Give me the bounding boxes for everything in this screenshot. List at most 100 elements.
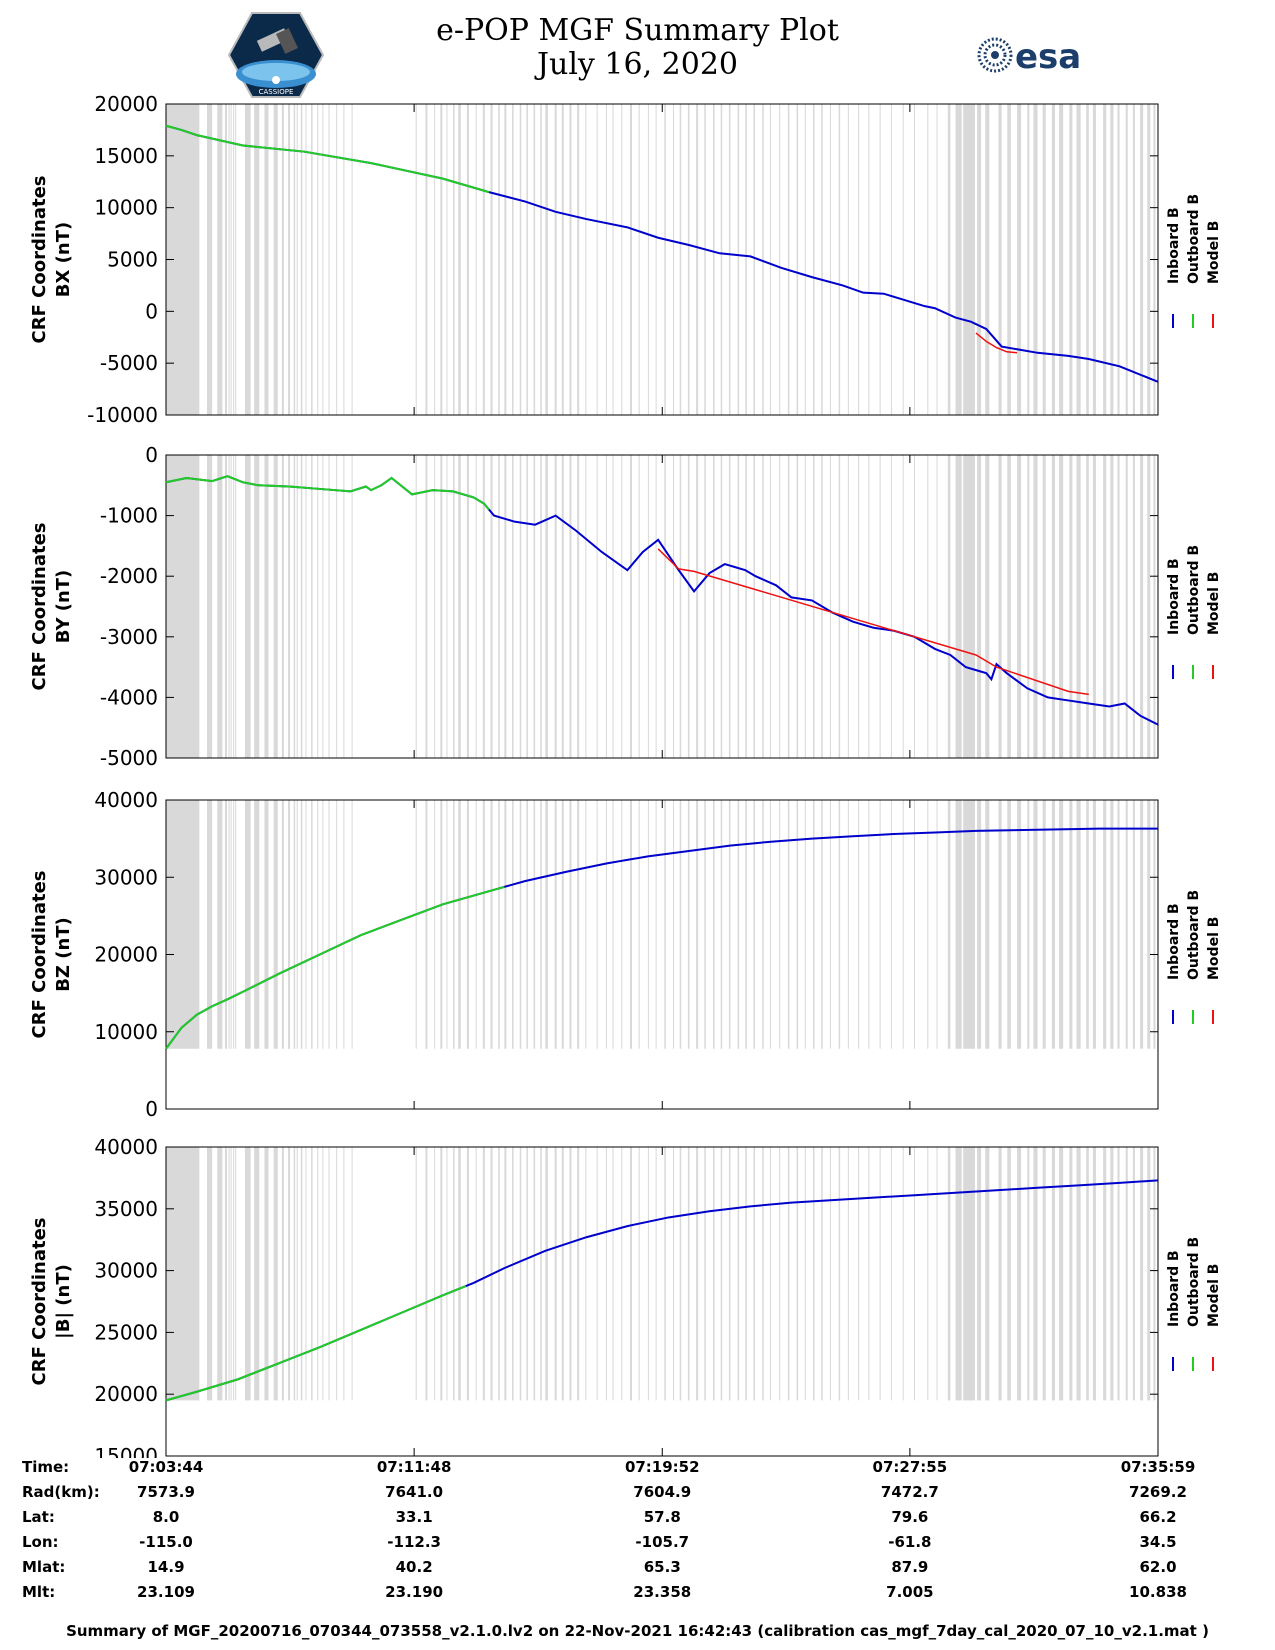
data-gap-band <box>605 800 607 1049</box>
data-gap-band <box>796 1147 799 1401</box>
data-gap-band <box>1110 455 1114 758</box>
data-gap-band <box>577 1147 580 1401</box>
data-gap-band <box>1033 800 1038 1049</box>
data-gap-band <box>281 1147 284 1401</box>
data-gap-band <box>446 1147 448 1401</box>
info-cell: -61.8 <box>888 1533 932 1551</box>
data-gap-band <box>621 800 623 1049</box>
data-gap-band <box>207 104 213 415</box>
data-gap-band <box>1117 1147 1120 1401</box>
info-cell: 57.8 <box>643 1508 681 1526</box>
data-gap-band <box>466 455 469 758</box>
data-gap-band <box>577 800 580 1049</box>
data-gap-band <box>985 104 990 415</box>
data-gap-band <box>787 800 790 1049</box>
cassiope-logo: CASSIOPE <box>228 12 324 98</box>
y-tick-label: 35000 <box>94 1197 158 1221</box>
data-gap-band <box>554 455 557 758</box>
data-gap-band <box>812 1147 815 1401</box>
data-gap-band <box>512 104 514 415</box>
info-cell: 7573.9 <box>137 1483 195 1501</box>
data-gap-band <box>998 1147 1002 1401</box>
title-line-1: e-POP MGF Summary Plot <box>436 13 839 48</box>
data-gap-band <box>704 104 706 415</box>
data-gap-band <box>288 455 291 758</box>
data-gap-band <box>425 455 428 758</box>
data-gap-band <box>526 1147 528 1401</box>
y-tick-label: -5000 <box>100 746 158 770</box>
data-gap-band <box>498 800 500 1049</box>
data-gap-band <box>879 455 881 758</box>
data-gap-band <box>440 1147 443 1401</box>
data-gap-band <box>713 455 715 758</box>
data-gap-band <box>296 1147 298 1401</box>
data-gap-band <box>1042 104 1046 415</box>
data-gap-band <box>498 104 500 415</box>
data-gap-band <box>504 104 507 415</box>
legend-label: Inboard B <box>1166 558 1182 635</box>
data-gap-band <box>490 455 493 758</box>
data-gap-band <box>1147 104 1151 415</box>
data-gap-band <box>829 455 831 758</box>
data-gap-band <box>293 455 296 758</box>
data-gap-band <box>166 1147 200 1401</box>
data-gap-band <box>787 104 790 415</box>
data-gap-band <box>1027 455 1030 758</box>
info-row-label: Lon: <box>22 1533 59 1551</box>
data-gap-band <box>244 800 251 1049</box>
info-cell: 23.358 <box>633 1583 692 1601</box>
info-cell: 33.1 <box>395 1508 433 1526</box>
data-gap-band <box>235 1147 237 1401</box>
data-gap-band <box>612 800 614 1049</box>
data-gap-band <box>858 1147 860 1401</box>
data-gap-band <box>293 104 296 415</box>
data-gap-band <box>858 104 860 415</box>
data-gap-band <box>913 1147 915 1401</box>
legend-label: Outboard B <box>1186 890 1202 980</box>
legend-label: Inboard B <box>1166 207 1182 284</box>
data-gap-band <box>224 800 228 1049</box>
data-gap-band <box>821 800 823 1049</box>
data-gap-band <box>838 104 841 415</box>
data-gap-band <box>1125 800 1128 1049</box>
data-gap-band <box>963 104 975 415</box>
data-gap-band <box>1132 800 1135 1049</box>
y-tick-label: 10000 <box>94 196 158 220</box>
data-gap-band <box>1017 800 1022 1049</box>
model-b-series <box>975 332 1018 354</box>
data-gap-band <box>947 1147 951 1401</box>
data-gap-band <box>728 455 731 758</box>
data-gap-band <box>858 800 860 1049</box>
data-gap-band <box>902 800 904 1049</box>
data-gap-band <box>1140 800 1144 1049</box>
data-gap-band <box>504 455 507 758</box>
data-gap-band <box>753 800 756 1049</box>
data-gap-band <box>519 1147 522 1401</box>
data-gap-band <box>1051 800 1055 1049</box>
data-gap-band <box>779 800 781 1049</box>
data-gap-band <box>1153 455 1156 758</box>
data-gap-band <box>737 1147 740 1401</box>
data-gap-band <box>490 104 493 415</box>
data-gap-band <box>687 104 690 415</box>
data-gap-band <box>804 455 806 758</box>
data-gap-band <box>673 455 675 758</box>
data-gap-band <box>838 455 841 758</box>
data-gap-band <box>519 800 522 1049</box>
data-gap-band <box>796 455 799 758</box>
data-gap-band <box>545 1147 548 1401</box>
data-gap-band <box>1103 104 1107 415</box>
data-gap-band <box>540 1147 542 1401</box>
y-axis-label: CRF Coordinates BZ (nT) <box>29 871 74 1039</box>
data-gap-band <box>351 455 353 758</box>
data-gap-band <box>490 800 493 1049</box>
panel-3: 40000 30000 20000 10000 0 CRF Coordinates BZ (… <box>29 788 1222 1121</box>
data-gap-band <box>1147 455 1151 758</box>
data-gap-band <box>305 1147 307 1401</box>
data-gap-band <box>273 800 278 1049</box>
data-gap-band <box>425 104 428 415</box>
info-row-label: Time: <box>22 1458 70 1476</box>
data-gap-band <box>927 455 929 758</box>
y-tick-label: -10000 <box>87 403 158 427</box>
